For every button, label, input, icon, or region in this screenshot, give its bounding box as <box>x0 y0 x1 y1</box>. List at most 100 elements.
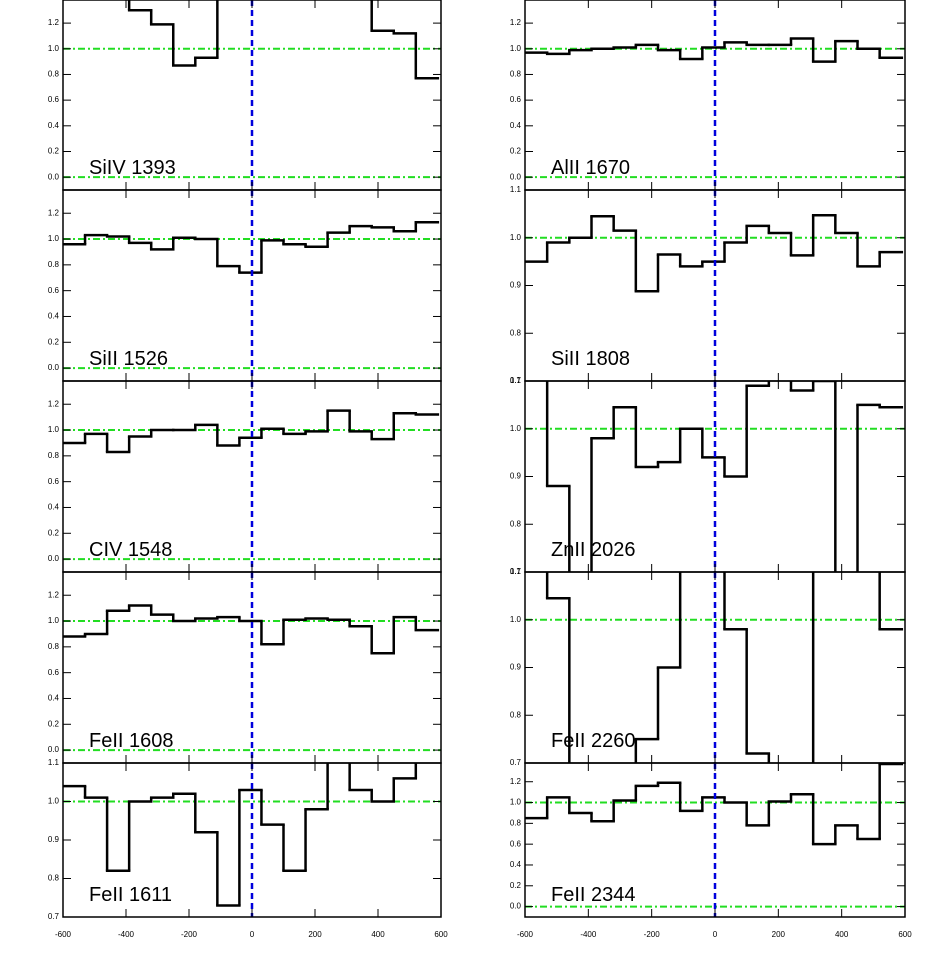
y-tick-label: 0.8 <box>510 70 522 79</box>
x-tick-label: 0 <box>250 930 255 939</box>
y-tick-label: 1.2 <box>48 590 60 599</box>
y-tick-label: 1.1 <box>510 185 522 194</box>
y-tick-label: 0.7 <box>48 912 60 921</box>
y-tick-label: 0.7 <box>510 758 522 767</box>
y-tick-label: 0.8 <box>510 519 522 528</box>
y-tick-label: 0.0 <box>48 172 60 181</box>
panel-label: SiIV 1393 <box>89 157 176 179</box>
x-tick-label: -400 <box>118 930 135 939</box>
y-tick-label: 0.8 <box>510 818 522 827</box>
y-tick-label: 0.6 <box>48 95 60 104</box>
x-tick-label: 0 <box>713 930 718 939</box>
y-tick-label: 1.0 <box>510 44 522 53</box>
y-tick-label: 0.8 <box>48 451 60 460</box>
y-tick-label: 1.2 <box>48 399 60 408</box>
panel-label: AlII 1670 <box>551 157 630 179</box>
y-tick-label: 0.6 <box>48 668 60 677</box>
y-tick-label: 1.0 <box>48 616 60 625</box>
y-tick-label: 0.9 <box>48 835 60 844</box>
x-tick-label: 400 <box>371 930 385 939</box>
y-tick-label: 0.2 <box>510 147 522 156</box>
x-tick-label: 400 <box>835 930 849 939</box>
x-tick-label: 200 <box>308 930 322 939</box>
y-tick-label: 1.1 <box>48 758 60 767</box>
panel: 0.0 0.2 0.4 0.6 0.8 1.0 1.2 SiII 1526 <box>48 189 442 382</box>
y-tick-label: 0.0 <box>48 554 60 563</box>
panel-label: FeII 2344 <box>551 884 636 906</box>
y-tick-label: 0.4 <box>48 121 60 130</box>
y-tick-label: 1.0 <box>510 798 522 807</box>
plot-area <box>525 0 905 190</box>
x-tick-label: -600 <box>517 930 534 939</box>
y-tick-label: 1.2 <box>510 777 522 786</box>
y-tick-label: 1.0 <box>48 234 60 243</box>
panel-label: CIV 1548 <box>89 539 172 561</box>
y-tick-label: 1.0 <box>510 615 522 624</box>
y-tick-label: 0.8 <box>48 642 60 651</box>
panel-label: ZnII 2026 <box>551 539 636 561</box>
x-tick-label: -400 <box>580 930 597 939</box>
y-tick-label: 0.4 <box>48 694 60 703</box>
plot-area <box>63 763 441 917</box>
y-tick-label: 0.8 <box>510 710 522 719</box>
y-tick-label: 0.4 <box>510 121 522 130</box>
y-tick-label: 1.0 <box>510 424 522 433</box>
y-tick-label: 1.0 <box>48 425 60 434</box>
y-tick-label: 0.8 <box>510 328 522 337</box>
x-tick-label: 600 <box>434 930 448 939</box>
panel: 0.0 0.2 0.4 0.6 0.8 1.0 1.2 -600 -400 -200 0 200 400… <box>510 762 912 939</box>
y-tick-label: 0.4 <box>510 860 522 869</box>
y-tick-label: 0.2 <box>48 147 60 156</box>
y-tick-label: 1.0 <box>48 44 60 53</box>
x-tick-label: 600 <box>898 930 912 939</box>
y-tick-label: 1.1 <box>510 376 522 385</box>
y-tick-label: 0.4 <box>48 503 60 512</box>
x-tick-label: -600 <box>55 930 72 939</box>
plot-area <box>525 572 905 763</box>
y-tick-label: 1.1 <box>510 567 522 576</box>
y-tick-label: 0.6 <box>510 95 522 104</box>
y-tick-label: 0.6 <box>48 477 60 486</box>
y-tick-label: 0.2 <box>48 719 60 728</box>
y-tick-label: 0.7 <box>510 567 522 576</box>
y-tick-label: 1.0 <box>510 233 522 242</box>
y-tick-label: 0.9 <box>510 663 522 672</box>
y-tick-label: 0.2 <box>510 881 522 890</box>
panel: 0.0 0.2 0.4 0.6 0.8 1.0 1.2 CIV 1548 <box>48 380 442 573</box>
plot-area <box>525 190 905 381</box>
y-tick-label: 0.7 <box>510 376 522 385</box>
plot-area <box>63 572 441 763</box>
plot-area <box>525 381 905 572</box>
y-tick-label: 0.8 <box>48 874 60 883</box>
y-tick-label: 1.2 <box>48 208 60 217</box>
x-tick-label: -200 <box>181 930 198 939</box>
panel-label: FeII 2260 <box>551 730 636 752</box>
y-tick-label: 0.2 <box>48 337 60 346</box>
y-tick-label: 0.9 <box>510 281 522 290</box>
y-tick-label: 0.0 <box>48 363 60 372</box>
plot-area <box>525 763 905 917</box>
y-tick-label: 1.0 <box>48 797 60 806</box>
y-tick-label: 0.6 <box>48 286 60 295</box>
plot-area <box>63 0 441 190</box>
y-tick-label: 1.2 <box>510 18 522 27</box>
y-tick-label: 0.6 <box>510 839 522 848</box>
plot-area <box>63 190 441 381</box>
panel: 0.7 0.8 0.9 1.0 1.1 -600 -400 -200 0 200 400 600 FeI… <box>48 758 448 939</box>
y-tick-label: 1.2 <box>48 18 60 27</box>
y-tick-label: 0.0 <box>48 745 60 754</box>
panel-label: FeII 1611 <box>89 884 172 906</box>
y-tick-label: 0.4 <box>48 312 60 321</box>
y-tick-label: 0.2 <box>48 528 60 537</box>
y-tick-label: 0.8 <box>48 260 60 269</box>
y-tick-label: 0.0 <box>510 172 522 181</box>
x-tick-label: 200 <box>772 930 786 939</box>
y-tick-label: 0.8 <box>48 70 60 79</box>
panel-label: SiII 1526 <box>89 348 168 370</box>
y-tick-label: 0.9 <box>510 472 522 481</box>
x-tick-label: -200 <box>644 930 661 939</box>
plot-area <box>63 381 441 572</box>
panel-label: FeII 1608 <box>89 730 174 752</box>
